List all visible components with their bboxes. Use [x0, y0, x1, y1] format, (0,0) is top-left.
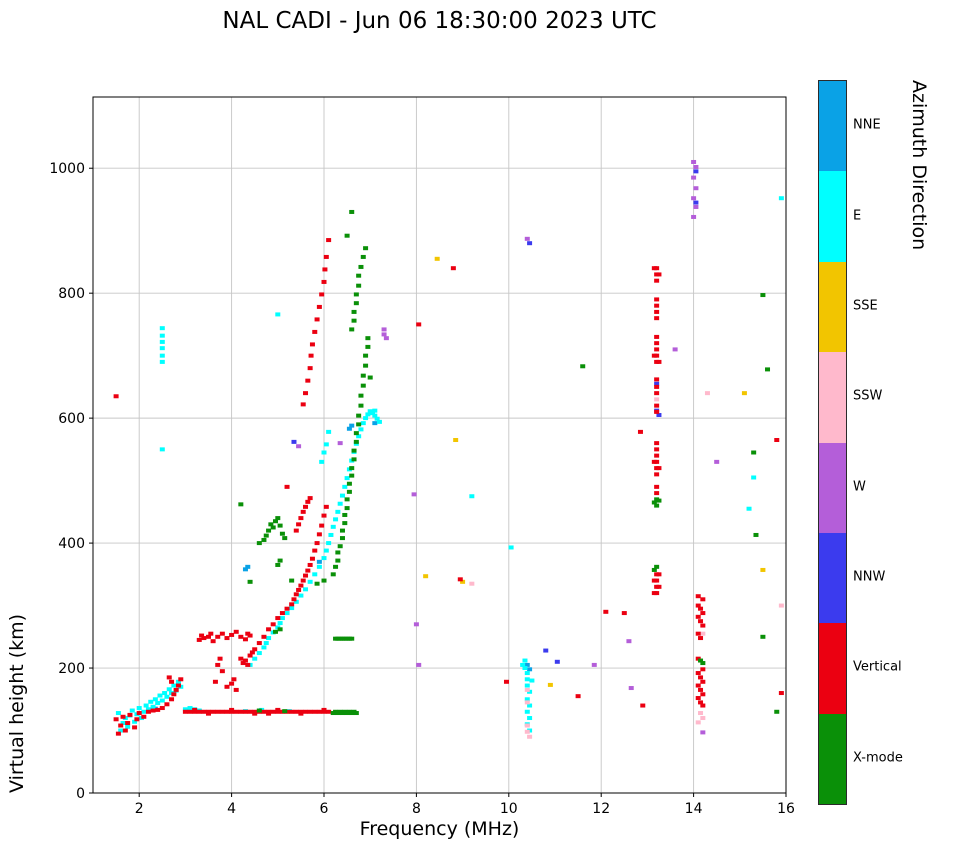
colorbar-label-NNE: NNE — [853, 117, 881, 133]
data-points-Vertical — [113, 238, 784, 736]
grid-lines — [93, 97, 787, 794]
data-points-SSW — [469, 391, 784, 739]
colorbar-label-SSE: SSE — [853, 298, 878, 314]
colorbar-label-Vertical: Vertical — [853, 659, 902, 675]
y-tick-label: 200 — [58, 661, 85, 677]
colorbar-title: Azimuth Direction — [908, 80, 930, 251]
x-tick-label: 2 — [135, 801, 144, 817]
data-points-E — [115, 196, 784, 733]
x-tick-label: 8 — [412, 801, 421, 817]
data-points-X-mode — [238, 209, 780, 716]
colorbar-segment-SSE — [819, 261, 846, 353]
x-tick-label: 12 — [592, 801, 610, 817]
colorbar-label-NNW: NNW — [853, 569, 886, 585]
colorbar-segment-SSW — [819, 352, 846, 443]
colorbar-segment-NNW — [819, 532, 846, 624]
x-axis-ticks: 2 4 6 8 10 12 14 16 — [135, 793, 795, 817]
y-tick-label: 800 — [58, 286, 85, 302]
y-axis-label: Virtual height (km) — [6, 613, 28, 793]
colorbar-label-X-mode: X-mode — [853, 750, 903, 766]
x-tick-label: 4 — [227, 801, 236, 817]
colorbar-segment-W — [819, 442, 846, 533]
chart-title: NAL CADI - Jun 06 18:30:00 2023 UTC — [222, 8, 657, 34]
colorbar-segment-E — [819, 171, 846, 262]
x-tick-label: 10 — [500, 801, 518, 817]
data-points-W — [296, 159, 720, 735]
x-tick-label: 6 — [320, 801, 329, 817]
colorbar-segment-X-mode — [819, 713, 846, 804]
data-points-NNE — [152, 421, 533, 711]
x-tick-label: 14 — [685, 801, 703, 817]
data-points-NNW — [291, 169, 699, 664]
x-axis-label: Frequency (MHz) — [359, 818, 520, 840]
y-tick-label: 400 — [58, 536, 85, 552]
y-tick-label: 1000 — [49, 161, 85, 177]
plot-border — [92, 96, 787, 794]
y-tick-label: 600 — [58, 411, 85, 427]
colorbar-segment-Vertical — [819, 623, 846, 714]
colorbar-label-E: E — [853, 208, 862, 224]
colorbar-label-SSW: SSW — [853, 388, 883, 404]
y-axis-ticks: 0 200 400 600 800 1000 — [49, 161, 93, 802]
y-tick-label: 0 — [76, 786, 85, 802]
data-points-SSE — [423, 256, 766, 687]
colorbar-segment-NNE — [819, 81, 846, 172]
x-tick-label: 16 — [777, 801, 795, 817]
colorbar-label-W: W — [853, 479, 866, 495]
colorbar — [818, 80, 847, 805]
